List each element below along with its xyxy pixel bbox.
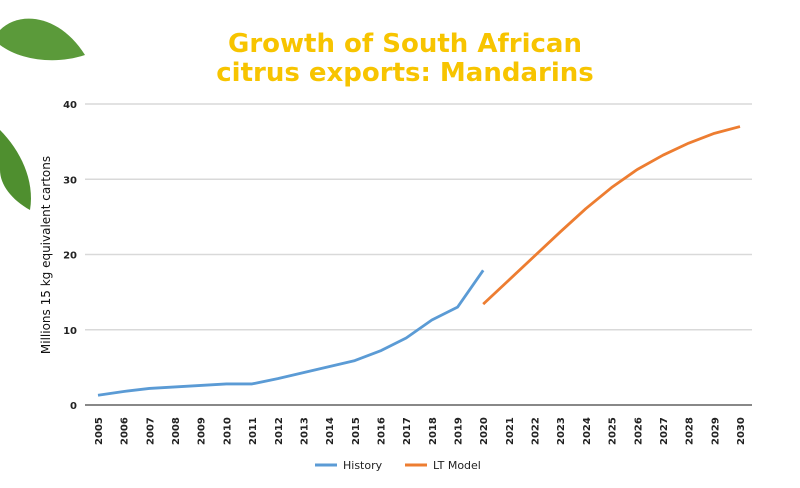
series-line-lt-model xyxy=(482,125,741,306)
title-line-2: citrus exports: Mandarins xyxy=(216,58,594,88)
x-tick-label: 2010 xyxy=(222,417,233,445)
x-tick-label: 2027 xyxy=(659,417,670,445)
y-tick-label: 30 xyxy=(63,175,77,186)
x-tick-label: 2011 xyxy=(248,417,259,445)
legend-label-lt-model: LT Model xyxy=(433,459,481,472)
x-tick-label: 2012 xyxy=(274,417,285,445)
leaf-decoration xyxy=(0,18,85,210)
series-line-history xyxy=(97,269,485,397)
x-tick-label: 2009 xyxy=(197,417,208,445)
x-tick-label: 2022 xyxy=(531,417,542,445)
x-tick-label: 2008 xyxy=(171,417,182,445)
legend-label-history: History xyxy=(343,459,383,472)
x-tick-label: 2016 xyxy=(376,417,387,445)
x-tick-label: 2023 xyxy=(556,417,567,445)
x-tick-label: 2025 xyxy=(608,417,619,445)
title-line-1: Growth of South African xyxy=(228,29,582,59)
x-tick-label: 2019 xyxy=(454,417,465,445)
x-tick-label: 2028 xyxy=(685,417,696,445)
x-tick-label: 2024 xyxy=(582,417,593,445)
x-tick-label: 2005 xyxy=(94,417,105,445)
x-tick-label: 2015 xyxy=(351,417,362,445)
x-tick-label: 2018 xyxy=(428,417,439,445)
x-tick-label: 2014 xyxy=(325,417,336,445)
x-tick-label: 2021 xyxy=(505,417,516,445)
y-tick-label: 40 xyxy=(63,100,77,111)
x-tick-label: 2017 xyxy=(402,417,413,445)
x-tick-label: 2020 xyxy=(479,417,490,445)
y-tick-label: 20 xyxy=(63,251,77,262)
y-tick-label: 10 xyxy=(63,326,77,337)
x-tick-label: 2006 xyxy=(120,417,131,445)
x-tick-label: 2029 xyxy=(710,417,721,445)
x-tick-label: 2013 xyxy=(299,417,310,445)
y-tick-label: 0 xyxy=(70,401,77,412)
legend: History LT Model xyxy=(315,459,481,472)
x-tick-label: 2030 xyxy=(736,417,747,445)
x-tick-label: 2026 xyxy=(633,417,644,445)
chart-title: Growth of South African citrus exports: … xyxy=(150,30,660,88)
y-axis-label: Millions 15 kg equivalent cartons xyxy=(39,156,53,354)
x-tick-label: 2007 xyxy=(145,417,156,445)
